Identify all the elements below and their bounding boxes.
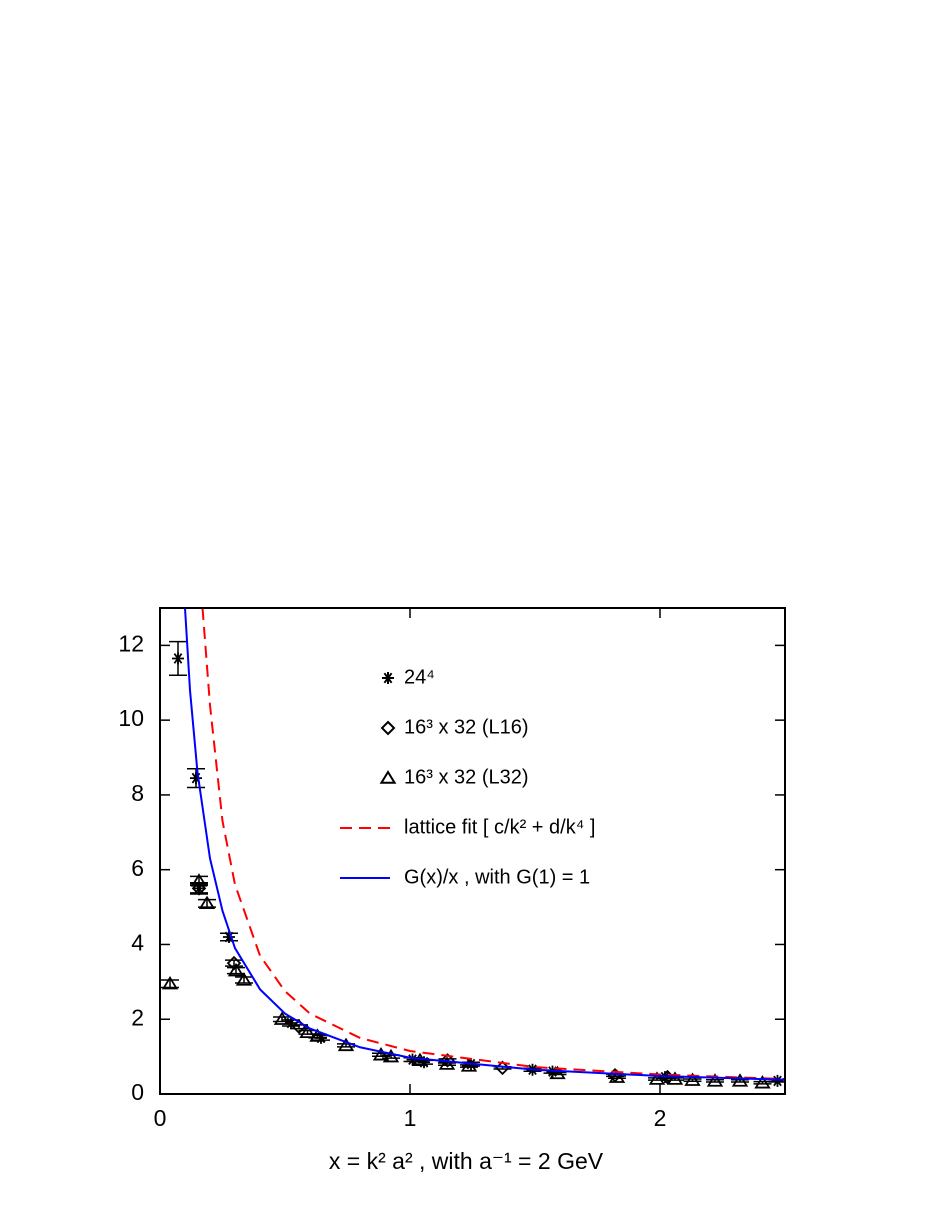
data-point	[337, 1037, 355, 1052]
data-point	[172, 652, 184, 665]
x-axis-title: x = k² a² , with a⁻¹ = 2 GeV	[329, 1148, 604, 1174]
data-point	[372, 1047, 390, 1061]
legend-label: G(x)/x , with G(1) = 1	[404, 866, 590, 888]
data-point	[382, 1048, 400, 1063]
legend-marker	[382, 672, 394, 684]
data-point	[648, 1071, 666, 1085]
legend-label: 16³ x 32 (L16)	[404, 716, 529, 738]
data-point	[227, 962, 245, 977]
data-point	[440, 1053, 455, 1068]
data-point	[406, 1053, 419, 1066]
data-point	[731, 1073, 749, 1087]
y-tick-label: 4	[131, 930, 144, 956]
error-bar	[706, 1079, 724, 1083]
data-point	[666, 1071, 684, 1085]
error-bar	[225, 959, 243, 967]
data-point	[438, 1056, 456, 1070]
legend-marker	[379, 770, 397, 784]
curve	[201, 608, 785, 1081]
y-tick-label: 2	[131, 1004, 144, 1030]
plot-frame	[159, 607, 786, 1095]
data-point	[754, 1075, 771, 1089]
data-point	[460, 1058, 478, 1072]
y-tick-label: 0	[131, 1079, 144, 1105]
error-bar	[648, 1077, 666, 1081]
data-point	[608, 1069, 626, 1083]
error-bar	[227, 966, 245, 975]
data-point	[309, 1028, 326, 1042]
data-point	[273, 1011, 291, 1025]
data-point	[706, 1073, 724, 1087]
error-bar	[666, 1077, 684, 1081]
y-tick-label: 10	[118, 705, 144, 731]
legend-label: lattice fit [ c/k² + d/k⁴ ]	[404, 816, 595, 838]
y-tick-label: 6	[131, 855, 144, 881]
plot-area	[161, 608, 785, 1089]
data-point	[771, 1074, 784, 1087]
error-bar	[438, 1062, 456, 1066]
data-point	[161, 975, 179, 990]
legend-marker	[380, 720, 396, 736]
legend-label: 16³ x 32 (L32)	[404, 766, 529, 788]
legend-label: 24⁴	[404, 666, 435, 688]
y-tick-label: 12	[118, 630, 144, 656]
x-tick-label: 0	[154, 1105, 167, 1131]
curve	[184, 608, 785, 1081]
x-tick-label: 1	[404, 1105, 417, 1131]
data-point	[285, 1016, 297, 1029]
data-point	[223, 930, 235, 943]
data-point	[190, 873, 208, 887]
error-bar	[548, 1071, 567, 1076]
y-tick-label: 8	[131, 780, 144, 806]
error-bar	[753, 1080, 772, 1085]
error-bar	[235, 976, 253, 984]
x-tick-label: 2	[654, 1105, 667, 1131]
data-point	[235, 972, 253, 986]
data-point	[299, 1024, 316, 1039]
error-bar	[683, 1078, 702, 1083]
error-bar	[608, 1075, 626, 1080]
data-point	[549, 1065, 566, 1080]
error-bar	[731, 1079, 749, 1083]
data-point	[684, 1072, 701, 1086]
data-point	[198, 895, 216, 910]
data-point	[190, 772, 202, 785]
